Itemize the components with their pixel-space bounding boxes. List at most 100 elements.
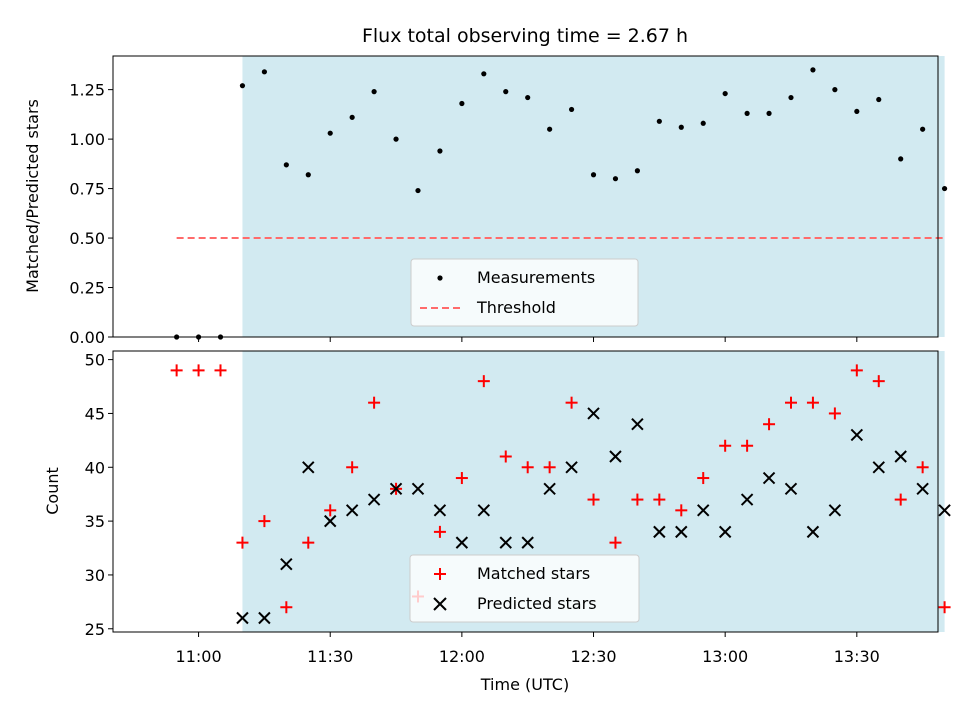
measurements-point [766,110,772,116]
matched-stars-point [806,396,819,409]
measurements-point [898,156,904,162]
matched-stars-point [214,364,227,377]
measurements-point [239,83,246,89]
measurements-point [349,114,355,120]
predicted-stars-point [609,450,622,463]
measurements-point [327,130,333,136]
predicted-stars-point [762,471,776,485]
ratio-y-tick-label: 1.25 [69,81,105,100]
measurements-point [283,162,289,168]
counts-subplot-frame [112,350,939,633]
predicted-stars-point [740,493,754,506]
measurements-point [437,148,443,154]
predicted-stars-point [411,482,425,496]
counts-y-tick-label: 40 [85,458,105,477]
counts-legend-box [409,554,640,623]
matched-stars-point [368,396,381,409]
matched-stars-point [872,375,885,388]
predicted-stars-point [258,611,271,625]
measurements-point [305,172,311,178]
measurements-point [744,110,750,116]
matched-stars-point [587,493,600,506]
matched-stars-point [828,407,841,420]
predicted-stars-point [938,504,951,517]
matched-stars-point [741,439,754,452]
measurements-point [371,89,377,95]
matched-stars-point [170,364,183,377]
matched-stars-point [675,504,688,517]
legend-label-matched-stars: Matched stars [477,564,590,583]
x-tick-label: 13:00 [702,647,748,666]
matched-stars-point [455,472,468,485]
matched-stars-point [631,493,644,506]
predicted-stars-point [587,407,600,420]
matched-stars-point [280,601,293,614]
measurements-point [415,187,421,194]
counts-y-tick-label: 25 [85,620,105,639]
predicted-stars-point [718,525,732,539]
measurements-point [788,94,794,101]
predicted-stars-point [477,504,491,517]
chart-title: Flux total observing time = 2.67 h [362,25,688,47]
matched-stars-point [697,472,710,485]
matched-stars-point [850,364,863,377]
matched-stars-point [784,396,797,409]
predicted-stars-point [697,504,710,517]
measurements-point [634,168,641,174]
measurements-point [941,185,948,192]
x-tick-label: 11:30 [307,647,353,666]
matched-stars-point [763,418,776,431]
predicted-stars-point [521,536,534,549]
ratio-subplot-frame [112,55,939,338]
legend-label-measurements: Measurements [477,268,595,287]
predicted-stars-point [543,482,556,496]
matched-stars-point [653,493,666,506]
predicted-stars-point [806,525,820,539]
ratio-y-tick-label: 0.50 [69,229,105,248]
predicted-stars-point [499,536,512,549]
matched-stars-point [346,461,359,474]
predicted-stars-point [367,493,381,506]
legend-marker-matched-stars [434,568,446,580]
ratio-y-tick-label: 0.75 [69,180,105,199]
measurements-point [481,71,487,77]
matched-stars-point [938,601,951,614]
measurements-point [678,124,684,130]
legend-marker-measurements [437,275,443,281]
counts-y-tick-label: 45 [85,404,105,423]
counts-legend: Matched stars Predicted stars [409,554,640,623]
x-tick-label: 12:30 [570,647,616,666]
measurements-point [854,108,860,115]
ratio-y-tick-label: 1.00 [69,130,105,149]
predicted-stars-point [675,525,688,539]
x-tick-label: 12:00 [439,647,485,666]
predicted-stars-point [631,418,644,431]
measurements-point [656,118,662,124]
ratio-subplot: 0.00 0.25 0.50 0.75 1.00 1.25 Matched/Predict… [23,55,948,347]
x-axis-label: Time (UTC) [480,675,569,694]
predicted-stars-point [324,514,337,528]
matched-stars-point [324,504,337,517]
matched-stars-point [433,525,446,538]
ratio-y-axis-label: Matched/Predicted stars [23,99,42,293]
measurements-point [393,136,399,142]
matched-stars-point [477,375,490,388]
predicted-stars-point [850,428,864,442]
measurements-point [832,87,838,93]
predicted-stars-point [916,482,929,496]
measurements-point [459,100,465,107]
predicted-stars-point [872,461,885,474]
ratio-y-tick-label: 0.00 [69,328,105,347]
measurements-point [920,126,926,132]
measurements-point [261,69,267,75]
matched-stars-point [521,461,534,474]
predicted-stars-point [784,482,798,496]
matched-stars-point [719,439,732,452]
matched-stars-point [609,536,622,549]
x-tick-label: 13:30 [834,647,880,666]
predicted-stars-point [302,461,315,474]
counts-y-tick-label: 35 [85,512,105,531]
measurements-point [876,96,882,103]
ratio-y-tick-label: 0.25 [69,279,105,298]
predicted-stars-point [828,504,842,517]
